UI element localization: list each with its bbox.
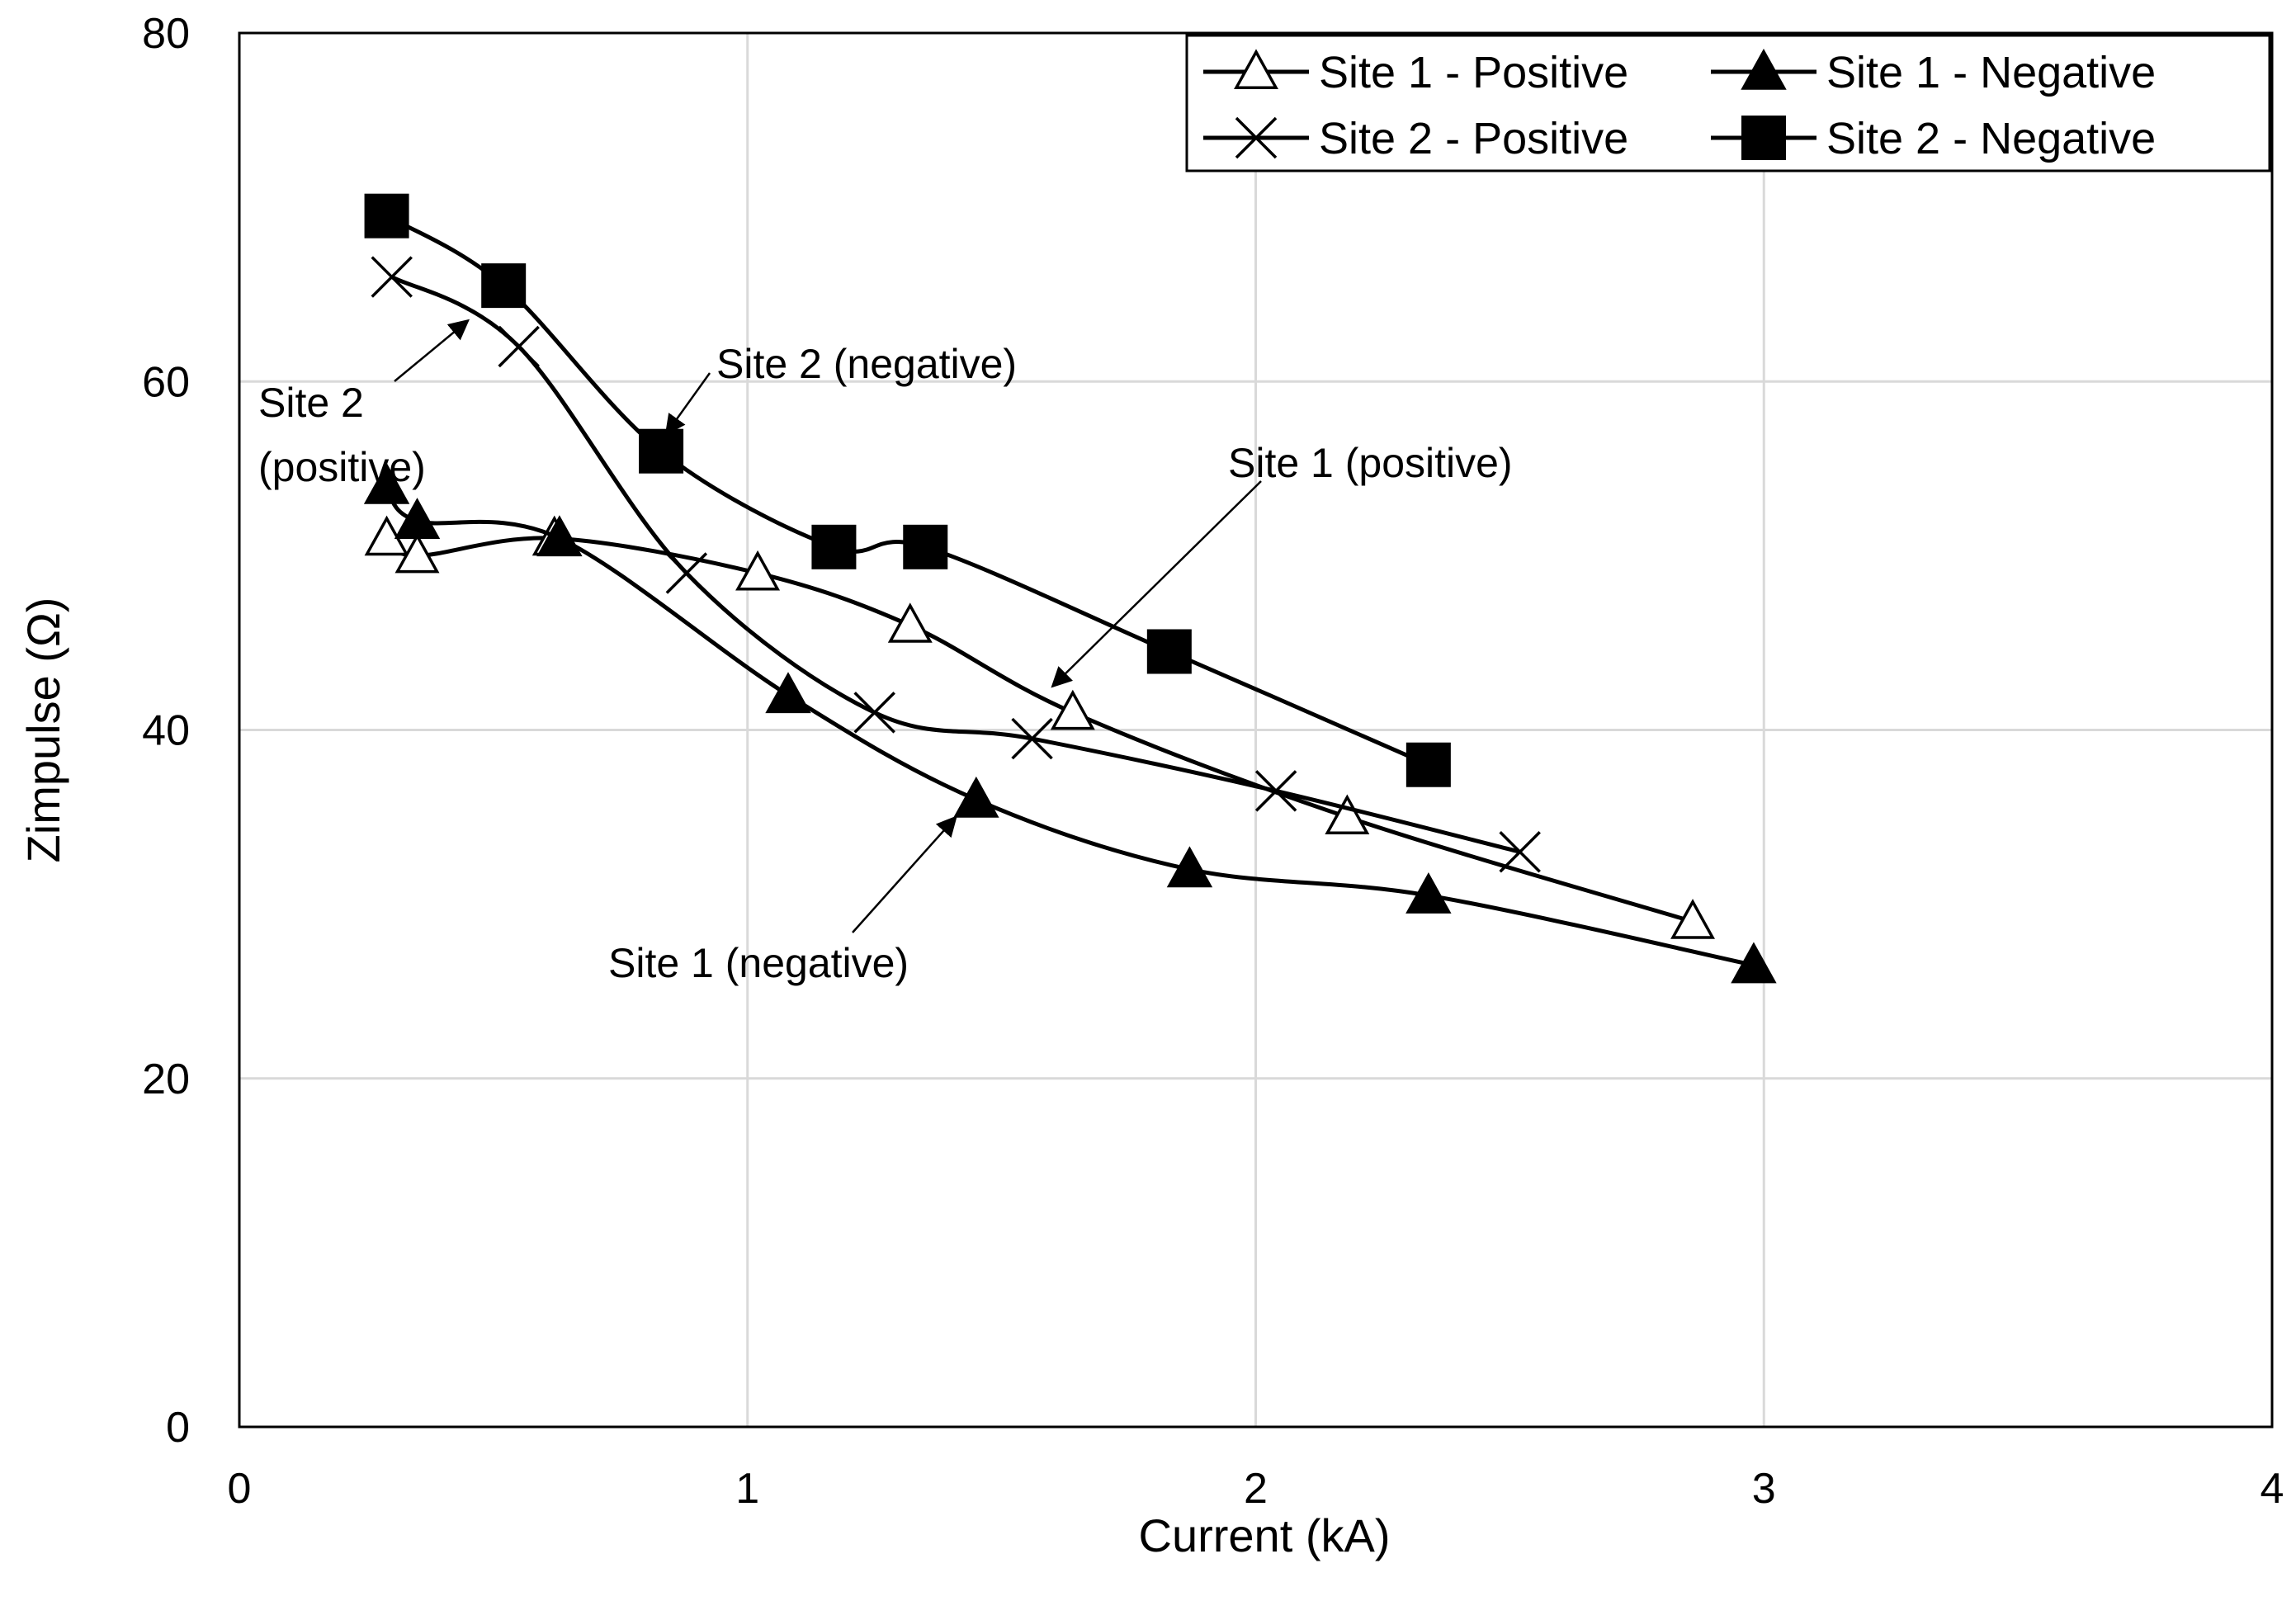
legend-marker xyxy=(1235,116,1278,159)
data-point xyxy=(903,524,948,569)
data-point xyxy=(1254,770,1297,812)
cross-stroke xyxy=(1499,831,1541,873)
plot-area xyxy=(238,31,2274,1429)
data-point xyxy=(1146,629,1192,674)
legend-entry: Site 2 - Positive xyxy=(1203,114,1628,163)
series-site-1-positive xyxy=(364,515,1716,939)
annotation-arrow xyxy=(852,815,957,933)
data-point xyxy=(1166,846,1213,888)
data-point xyxy=(363,462,410,504)
y-tick-label: 60 xyxy=(142,358,190,406)
annotation-arrow xyxy=(394,319,470,382)
annotation-text: Site 2 (negative) xyxy=(716,341,1017,387)
annotations: Site 2 (positive) Site 2 (negative) Site 1 … xyxy=(258,319,1513,986)
cross-stroke xyxy=(1254,770,1297,812)
y-tick-label: 20 xyxy=(142,1056,190,1103)
data-point xyxy=(665,552,708,594)
x-tick-label: 3 xyxy=(1752,1465,1776,1513)
legend-label: Site 1 - Positive xyxy=(1319,48,1628,97)
data-point xyxy=(1731,942,1777,984)
annotation-text: Site 1 (positive) xyxy=(1228,440,1513,486)
legend-marker xyxy=(1741,48,1787,90)
grid xyxy=(239,33,2272,1427)
annotation-text: Site 1 (negative) xyxy=(608,940,909,986)
y-axis-title: Zimpulse (Ω) xyxy=(17,597,69,863)
data-point xyxy=(1405,872,1452,914)
data-point xyxy=(953,776,999,818)
legend-entry: Site 2 - Negative xyxy=(1711,114,2156,163)
legend-marker xyxy=(1234,49,1278,89)
x-tick-label: 4 xyxy=(2261,1465,2284,1513)
data-point xyxy=(1325,794,1370,835)
x-tick-label: 0 xyxy=(228,1465,252,1513)
x-tick-label: 1 xyxy=(735,1465,759,1513)
series-group xyxy=(363,193,1777,984)
legend-box xyxy=(1185,34,2271,172)
data-point xyxy=(394,498,441,539)
data-point xyxy=(1050,689,1095,730)
annotation-arrow xyxy=(664,372,711,436)
legend-label: Site 1 - Negative xyxy=(1826,48,2156,97)
cross-stroke xyxy=(498,325,540,368)
annotation-text: (positive) xyxy=(258,444,426,490)
series-site-2-negative xyxy=(364,193,1451,787)
legend-label: Site 2 - Positive xyxy=(1319,114,1628,163)
data-point xyxy=(371,256,413,298)
legend-entry: Site 1 - Positive xyxy=(1203,48,1628,97)
data-point xyxy=(735,550,781,591)
data-point xyxy=(364,193,409,239)
data-point xyxy=(887,602,933,643)
data-point xyxy=(394,532,440,574)
data-point xyxy=(1499,831,1541,873)
data-point xyxy=(853,692,895,734)
legend-entry: Site 1 - Negative xyxy=(1711,48,2156,97)
annotation-label: Site 1 (negative) xyxy=(608,815,957,986)
y-tick-label: 0 xyxy=(166,1404,190,1452)
cross-stroke xyxy=(1235,116,1278,159)
y-tick-label: 40 xyxy=(142,707,190,755)
x-axis-title: Current (kA) xyxy=(1139,1509,1391,1561)
series-site-1-negative xyxy=(363,462,1777,984)
data-point xyxy=(811,524,857,569)
series-site-2-positive xyxy=(371,256,1541,873)
data-point xyxy=(498,325,540,368)
cross-stroke xyxy=(371,256,413,298)
legend: Site 1 - Positive Site 1 - Negative Site 2… xyxy=(1185,34,2271,172)
data-point xyxy=(1405,742,1451,787)
cross-stroke xyxy=(853,692,895,734)
annotation-text: Site 2 xyxy=(258,380,364,426)
data-point xyxy=(1670,899,1716,939)
annotation-label: Site 2 (positive) xyxy=(258,319,470,490)
cross-stroke xyxy=(1011,717,1053,760)
annotation-label: Site 2 (negative) xyxy=(664,341,1017,436)
data-point xyxy=(536,515,583,557)
cross-stroke xyxy=(665,552,708,594)
data-point xyxy=(639,428,684,474)
data-point xyxy=(481,263,527,309)
annotation-arrow xyxy=(1051,480,1262,688)
data-point xyxy=(765,672,811,714)
annotation-label: Site 1 (positive) xyxy=(1051,440,1513,688)
x-tick-label: 2 xyxy=(1244,1465,1268,1513)
y-tick-label: 80 xyxy=(142,10,190,58)
legend-marker xyxy=(1741,116,1786,160)
data-point xyxy=(1011,717,1053,760)
legend-label: Site 2 - Negative xyxy=(1826,114,2156,163)
